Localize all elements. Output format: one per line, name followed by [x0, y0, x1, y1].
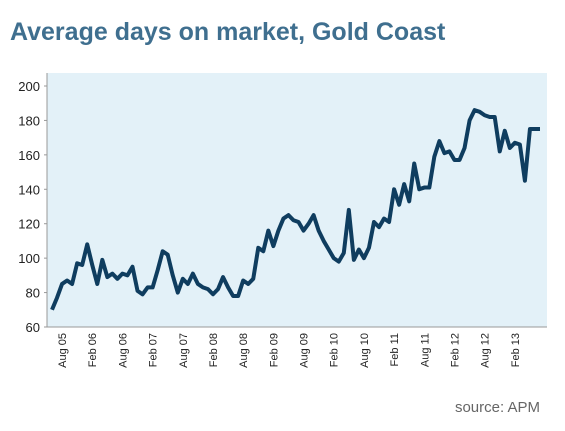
- x-tick-label: Aug 05: [57, 333, 69, 368]
- x-tick-label: Aug 06: [117, 333, 129, 368]
- plot-background: [47, 73, 547, 327]
- x-tick-label: Aug 12: [480, 333, 492, 368]
- x-tick-label: Feb 07: [148, 333, 160, 367]
- x-tick-label: Aug 08: [238, 333, 250, 368]
- x-tick-label: Feb 13: [510, 333, 522, 367]
- x-tick-label: Aug 11: [419, 333, 431, 367]
- x-tick-label: Feb 12: [449, 333, 461, 367]
- y-tick-label: 120: [18, 217, 40, 232]
- y-tick-label: 200: [18, 79, 40, 94]
- y-tick-label: 80: [26, 286, 40, 301]
- x-tick-label: Feb 09: [268, 333, 280, 367]
- y-tick-label: 100: [18, 251, 40, 266]
- source-note: source: APM: [455, 399, 540, 416]
- x-tick-label: Aug 09: [299, 333, 311, 368]
- x-tick-label: Aug 07: [178, 333, 190, 368]
- data-line: [50, 108, 540, 311]
- y-tick-label: 140: [18, 182, 40, 197]
- x-tick-label: Feb 10: [329, 333, 341, 367]
- x-tick-label: Feb 08: [208, 333, 220, 367]
- x-tick-label: Feb 06: [87, 333, 99, 367]
- y-tick-label: 160: [18, 148, 40, 163]
- x-tick-label: Aug 10: [359, 333, 371, 368]
- y-tick-label: 60: [26, 320, 40, 335]
- x-tick-label: Feb 11: [389, 333, 401, 366]
- y-tick-label: 180: [18, 113, 40, 128]
- chart-title: Average days on market, Gold Coast: [10, 18, 446, 46]
